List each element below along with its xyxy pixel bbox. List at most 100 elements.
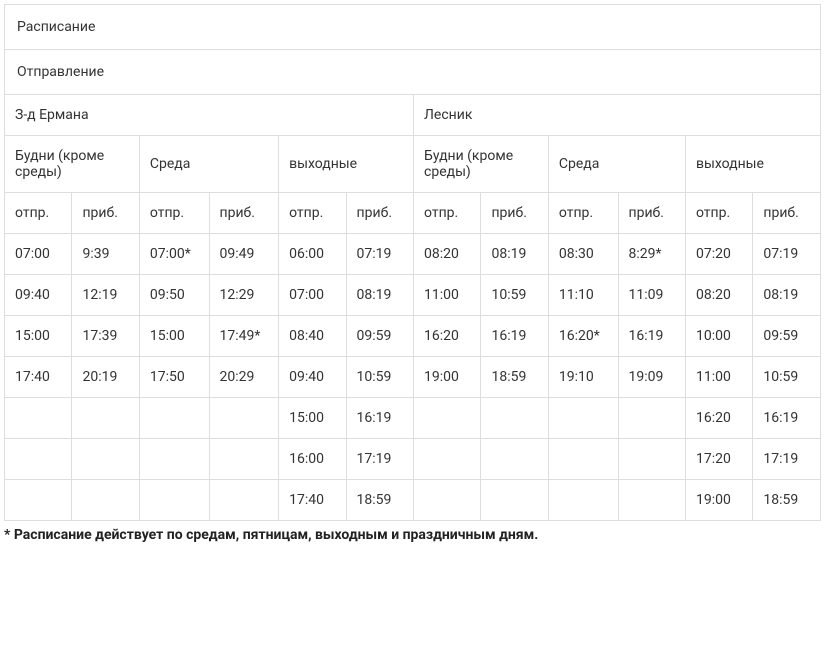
- depart-cell: 11:00: [414, 275, 481, 316]
- depart-cell: [5, 480, 72, 521]
- depart-cell: 06:00: [279, 234, 346, 275]
- arrive-cell: 10:59: [753, 357, 821, 398]
- depart-cell: 08:20: [685, 275, 752, 316]
- arrive-label: приб.: [618, 193, 685, 234]
- depart-cell: 07:00: [5, 234, 72, 275]
- schedule-table: РасписаниеОтправлениеЗ-д ЕрманаЛесникБуд…: [4, 4, 821, 521]
- depart-cell: 15:00: [139, 316, 209, 357]
- arrive-cell: [209, 480, 279, 521]
- arrive-cell: 07:19: [346, 234, 413, 275]
- depart-cell: 19:10: [548, 357, 618, 398]
- depart-label: отпр.: [279, 193, 346, 234]
- arrive-cell: [481, 480, 548, 521]
- depart-cell: 08:30: [548, 234, 618, 275]
- depart-cell: 19:00: [685, 480, 752, 521]
- depart-cell: 11:00: [685, 357, 752, 398]
- station-header: Лесник: [414, 95, 821, 136]
- arrive-cell: 10:59: [481, 275, 548, 316]
- arrive-cell: [481, 398, 548, 439]
- col-labels-row: отпр.приб.отпр.приб.отпр.приб.отпр.приб.…: [5, 193, 821, 234]
- arrive-label: приб.: [209, 193, 279, 234]
- day-group-header: Будни (кроме среды): [5, 136, 140, 193]
- table-row: 16:0017:1917:2017:19: [5, 439, 821, 480]
- arrive-cell: 18:59: [346, 480, 413, 521]
- depart-cell: 16:20*: [548, 316, 618, 357]
- arrive-cell: 10:59: [346, 357, 413, 398]
- depart-cell: 09:40: [5, 275, 72, 316]
- arrive-label: приб.: [481, 193, 548, 234]
- schedule-tbody: РасписаниеОтправлениеЗ-д ЕрманаЛесникБуд…: [5, 5, 821, 521]
- arrive-cell: 20:29: [209, 357, 279, 398]
- depart-cell: 11:10: [548, 275, 618, 316]
- arrive-cell: 16:19: [346, 398, 413, 439]
- day-group-header: выходные: [279, 136, 414, 193]
- depart-cell: 07:20: [685, 234, 752, 275]
- arrive-label: приб.: [72, 193, 139, 234]
- depart-cell: [548, 480, 618, 521]
- arrive-cell: 08:19: [346, 275, 413, 316]
- depart-cell: 07:00*: [139, 234, 209, 275]
- title-row: Расписание: [5, 5, 821, 50]
- arrive-cell: 12:19: [72, 275, 139, 316]
- depart-cell: 17:50: [139, 357, 209, 398]
- station-header: З-д Ермана: [5, 95, 414, 136]
- depart-cell: [548, 439, 618, 480]
- depart-cell: 07:00: [279, 275, 346, 316]
- depart-cell: 16:00: [279, 439, 346, 480]
- arrive-cell: [618, 398, 685, 439]
- arrive-cell: 16:19: [618, 316, 685, 357]
- arrive-cell: 16:19: [481, 316, 548, 357]
- arrive-cell: 17:49*: [209, 316, 279, 357]
- arrive-cell: 19:09: [618, 357, 685, 398]
- arrive-cell: 12:29: [209, 275, 279, 316]
- depart-cell: 16:20: [685, 398, 752, 439]
- depart-cell: [414, 480, 481, 521]
- table-subtitle: Отправление: [5, 50, 821, 95]
- footnote: * Расписание действует по средам, пятниц…: [4, 527, 821, 543]
- arrive-cell: 17:19: [346, 439, 413, 480]
- depart-cell: 08:40: [279, 316, 346, 357]
- depart-label: отпр.: [548, 193, 618, 234]
- depart-cell: 17:40: [279, 480, 346, 521]
- arrive-cell: 08:19: [481, 234, 548, 275]
- subtitle-row: Отправление: [5, 50, 821, 95]
- table-row: 17:4018:5919:0018:59: [5, 480, 821, 521]
- arrive-cell: [72, 480, 139, 521]
- arrive-cell: [72, 398, 139, 439]
- depart-cell: 09:40: [279, 357, 346, 398]
- arrive-cell: 11:09: [618, 275, 685, 316]
- arrive-cell: 09:59: [753, 316, 821, 357]
- arrive-cell: 8:29*: [618, 234, 685, 275]
- depart-cell: [139, 398, 209, 439]
- depart-cell: [5, 439, 72, 480]
- arrive-label: приб.: [753, 193, 821, 234]
- arrive-cell: 17:39: [72, 316, 139, 357]
- arrive-cell: 09:59: [346, 316, 413, 357]
- day-groups-row: Будни (кроме среды)СредавыходныеБудни (к…: [5, 136, 821, 193]
- stations-row: З-д ЕрманаЛесник: [5, 95, 821, 136]
- depart-cell: 10:00: [685, 316, 752, 357]
- arrive-cell: 07:19: [753, 234, 821, 275]
- depart-cell: [414, 439, 481, 480]
- depart-cell: 19:00: [414, 357, 481, 398]
- day-group-header: выходные: [685, 136, 820, 193]
- table-row: 15:0016:1916:2016:19: [5, 398, 821, 439]
- table-row: 09:4012:1909:5012:2907:0008:1911:0010:59…: [5, 275, 821, 316]
- arrive-cell: 20:19: [72, 357, 139, 398]
- table-title: Расписание: [5, 5, 821, 50]
- depart-cell: [139, 439, 209, 480]
- arrive-cell: [618, 439, 685, 480]
- depart-label: отпр.: [139, 193, 209, 234]
- depart-label: отпр.: [414, 193, 481, 234]
- arrive-cell: 16:19: [753, 398, 821, 439]
- day-group-header: Среда: [548, 136, 685, 193]
- depart-cell: 16:20: [414, 316, 481, 357]
- arrive-cell: [481, 439, 548, 480]
- depart-cell: [414, 398, 481, 439]
- day-group-header: Среда: [139, 136, 278, 193]
- depart-cell: 09:50: [139, 275, 209, 316]
- arrive-label: приб.: [346, 193, 413, 234]
- arrive-cell: 9:39: [72, 234, 139, 275]
- arrive-cell: 18:59: [753, 480, 821, 521]
- arrive-cell: [209, 398, 279, 439]
